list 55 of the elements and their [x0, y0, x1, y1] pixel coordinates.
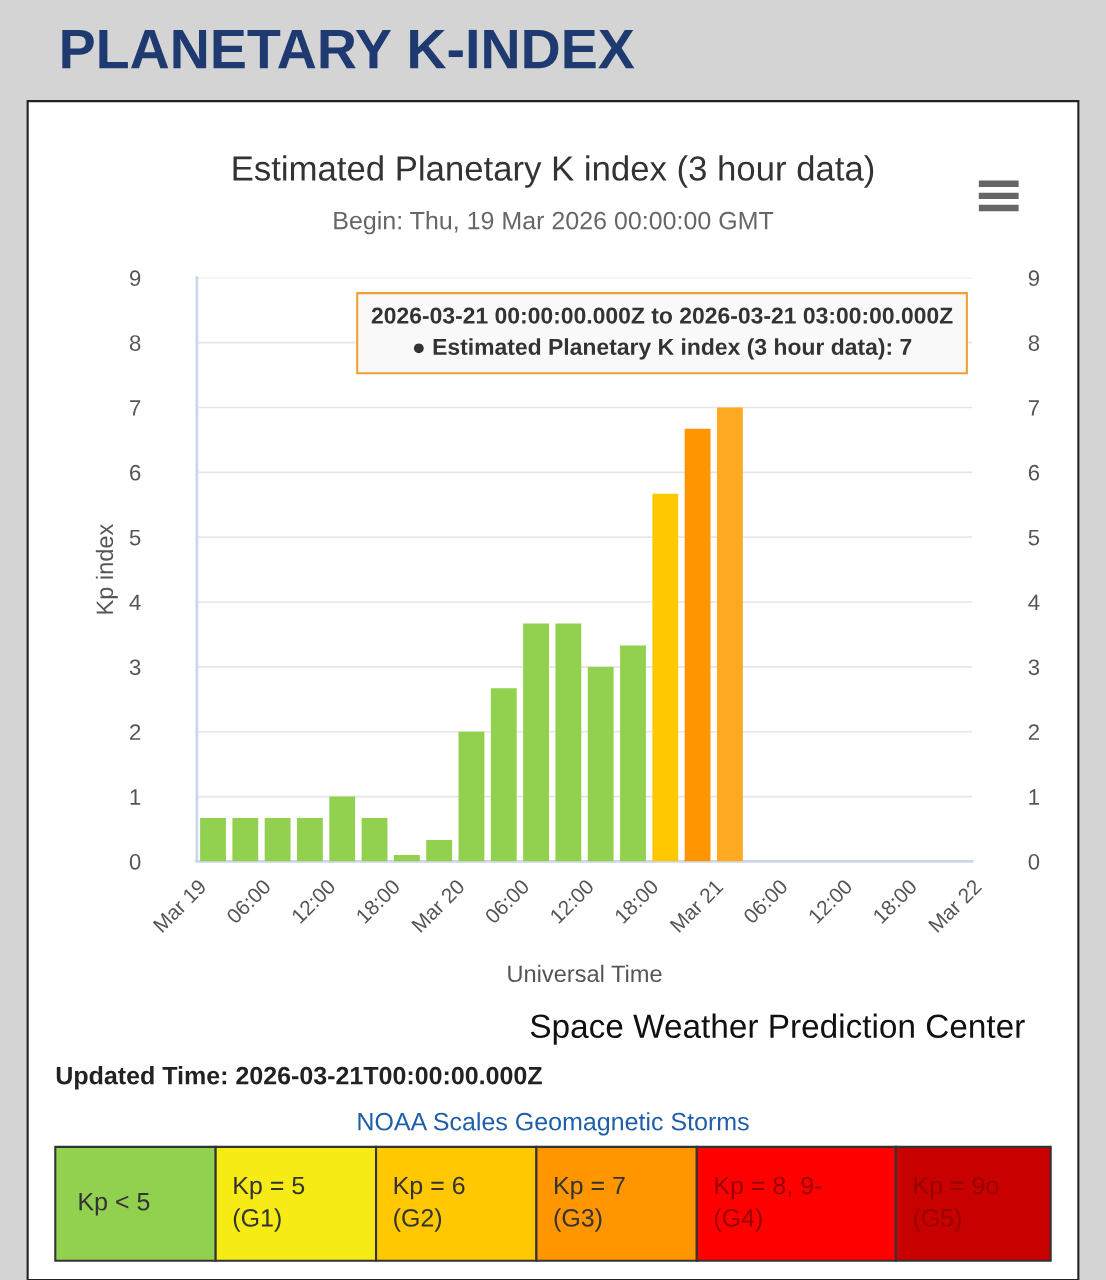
y-tick-label: 3 — [129, 659, 141, 676]
y-tick-label: 9 — [130, 270, 141, 287]
y2-tick-label: 9 — [1028, 270, 1040, 287]
text: Kp < 5 — [79, 1193, 150, 1216]
x-tick-label: Mar 21 — [669, 878, 724, 933]
bar — [329, 796, 356, 862]
y-tick-label: 4 — [129, 594, 141, 611]
y-tick-label: 2 — [130, 724, 141, 740]
bar — [652, 493, 679, 862]
y2-tick-label: 3 — [1028, 659, 1040, 676]
bar — [684, 428, 711, 862]
text: Kp = 5 (G1) — [233, 1176, 305, 1232]
y2-tick-label: 8 — [1028, 335, 1040, 351]
bar — [361, 817, 388, 862]
x-axis-title: Universal Time — [508, 964, 662, 983]
y2-tick-label: 1 — [1029, 789, 1039, 805]
y-tick-label: 7 — [130, 400, 141, 416]
y2-tick-label: 4 — [1028, 594, 1040, 611]
y-axis-title: Kp index — [95, 523, 118, 614]
bar — [716, 407, 743, 862]
bar — [393, 854, 420, 862]
bar — [297, 817, 323, 862]
bar — [523, 623, 549, 862]
annotation: 2026-03-21 00:00:00.000Z to 2026-03-21 03:00:00.000Z ● Estimated Planetary K index (3 hour data): 7 — [371, 307, 953, 360]
y2-tick-label: 2 — [1028, 724, 1039, 740]
x-tick-label: Mar 20 — [411, 878, 466, 933]
bar — [232, 817, 259, 862]
y-tick-label: 1 — [130, 789, 141, 805]
bar — [587, 666, 614, 862]
y-tick-label: 6 — [130, 464, 141, 481]
bar — [426, 840, 453, 862]
y-tick-label: 0 — [129, 853, 141, 870]
text: Space Weather Prediction Center — [530, 1013, 1025, 1045]
y2-tick-label: 0 — [1028, 853, 1040, 870]
text: Kp = 7 (G3) — [554, 1176, 625, 1232]
text: Kp = 6 (G2) — [394, 1176, 465, 1232]
bar — [620, 645, 646, 862]
y2-tick-label: 7 — [1028, 400, 1039, 416]
y-tick-label: 5 — [129, 529, 141, 546]
bar — [490, 688, 517, 862]
chart-subtitle: Begin: Thu, 19 Mar 2026 00:00:00 GMT — [334, 211, 774, 235]
bar — [458, 731, 485, 862]
text: Updated Time: 2026-03-21T00:00:00.000Z — [56, 1066, 542, 1090]
text: NOAA Scales Geomagnetic Storms — [358, 1112, 749, 1136]
y2-tick-label: 6 — [1028, 464, 1040, 481]
text: PLANETARY K-INDEX — [62, 29, 635, 69]
x-tick-label: Mar 19 — [152, 878, 207, 933]
bar — [200, 817, 226, 862]
bar — [264, 817, 291, 862]
text: Kp = 8, 9- (G4) — [714, 1176, 822, 1232]
x-tick-label: Mar 22 — [927, 878, 983, 933]
bar — [555, 623, 582, 862]
y2-tick-label: 5 — [1028, 529, 1040, 546]
y-tick-label: 8 — [129, 335, 141, 351]
chart-title: Estimated Planetary K index (3 hour data) — [233, 155, 874, 188]
